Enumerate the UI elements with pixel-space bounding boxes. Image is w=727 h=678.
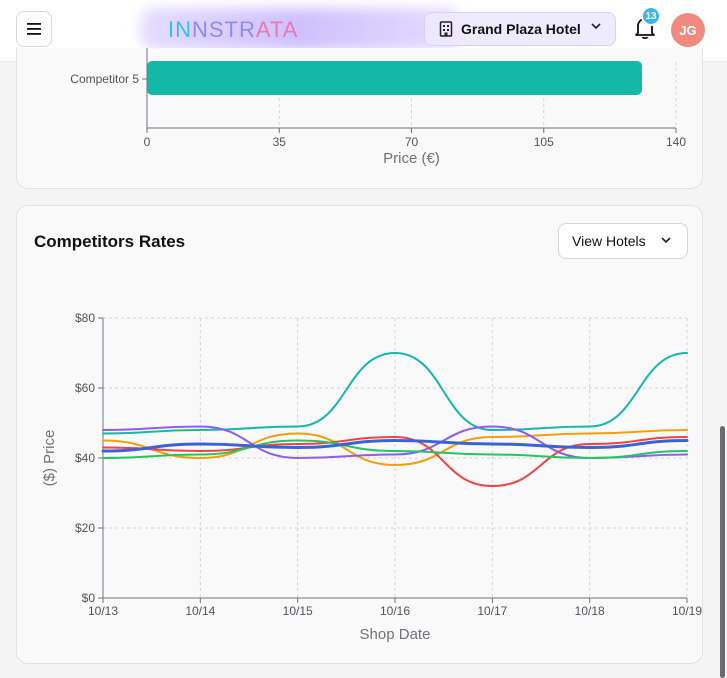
brand-logo[interactable]: INNSTRATA	[168, 17, 298, 43]
competitors-rates-title: Competitors Rates	[34, 232, 186, 251]
line-series-6	[101, 438, 689, 453]
scrollbar-thumb[interactable]	[720, 426, 725, 678]
competitor-price-card: Competitor 5 0 35 70 105 140 Price (€)	[16, 48, 703, 189]
line-y-tick-label: $60	[75, 381, 95, 395]
competitors-rates-card: Competitors Rates View Hotels $0 $20 $40 $6…	[16, 205, 703, 664]
hamburger-icon	[27, 23, 41, 35]
competitors-rates-chart: $0 $20 $40 $60 $80 10/13 10/14 10/15 10/16 10/17 1…	[41, 311, 702, 643]
competitor-price-chart: Competitor 5 0 35 70 105 140 Price (€)	[70, 48, 686, 167]
line-x-tick-label: 10/14	[185, 604, 215, 618]
brand-text-part2: NSTR	[192, 17, 256, 42]
menu-button[interactable]	[16, 11, 52, 47]
top-app-bar: INNSTRATA Grand Plaza Hotel 13 JG	[0, 0, 727, 62]
bar-x-tick-label: 70	[405, 135, 419, 149]
line-y-tick-label: $0	[82, 591, 96, 605]
notification-badge: 13	[641, 6, 661, 26]
view-hotels-button[interactable]: View Hotels	[558, 223, 688, 259]
line-x-tick-label: 10/16	[380, 604, 410, 618]
chevron-down-icon	[591, 23, 601, 30]
line-y-axis-label: ($) Price	[41, 430, 58, 487]
line-x-axis-label: Shop Date	[360, 626, 431, 643]
view-hotels-label: View Hotels	[572, 233, 646, 249]
line-x-tick-label: 10/19	[672, 604, 702, 618]
line-y-tick-label: $20	[75, 521, 95, 535]
line-x-tick-label: 10/18	[575, 604, 605, 618]
bar-x-axis-label: Price (€)	[383, 150, 440, 167]
line-y-tick-label: $80	[75, 311, 95, 325]
line-x-tick-label: 10/13	[88, 604, 118, 618]
building-icon	[439, 21, 453, 37]
chevron-down-icon	[661, 237, 671, 244]
line-series-5	[102, 439, 688, 460]
line-x-tick-label: 10/17	[477, 604, 507, 618]
bar-x-tick-label: 140	[666, 135, 686, 149]
line-y-tick-label: $40	[75, 451, 95, 465]
line-series-1	[102, 351, 688, 435]
line-series-3	[102, 425, 688, 460]
line-x-tick-label: 10/15	[283, 604, 313, 618]
bar-x-tick-label: 105	[534, 135, 554, 149]
avatar[interactable]: JG	[671, 13, 705, 47]
brand-text-part1: IN	[168, 17, 192, 42]
hotel-selector[interactable]: Grand Plaza Hotel	[424, 12, 616, 46]
brand-text-part3: ATA	[255, 17, 299, 42]
scrollbar-track[interactable]	[718, 62, 727, 678]
line-series-2	[102, 429, 688, 467]
bar-competitor-5	[147, 61, 642, 95]
bar-x-tick-label: 0	[144, 135, 151, 149]
hotel-selector-label: Grand Plaza Hotel	[461, 21, 581, 37]
bar-x-tick-label: 35	[273, 135, 287, 149]
line-series-4	[102, 435, 688, 488]
bar-category-label: Competitor 5	[70, 72, 139, 86]
brand-glow	[140, 8, 460, 50]
